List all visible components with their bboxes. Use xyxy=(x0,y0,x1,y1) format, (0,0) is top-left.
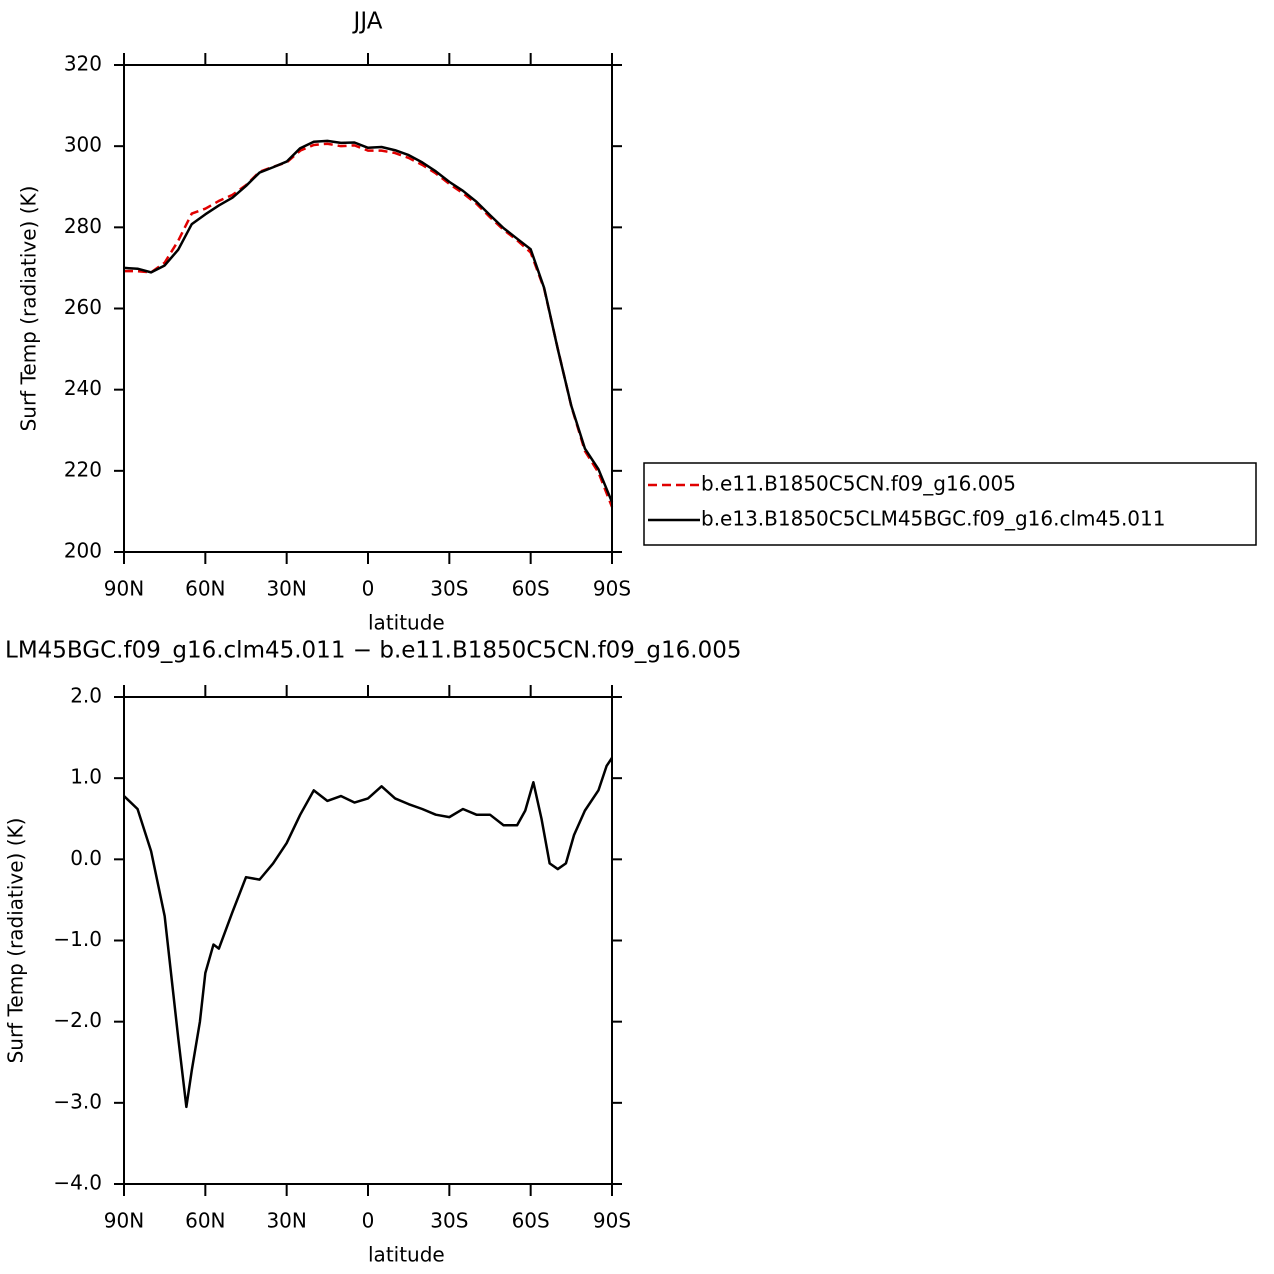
x-tick-label: 60S xyxy=(512,577,550,601)
y-tick-label: −1.0 xyxy=(53,927,102,951)
y-tick-label: 240 xyxy=(64,376,102,400)
y-tick-label: 0.0 xyxy=(70,846,102,870)
legend-label: b.e11.B1850C5CN.f09_g16.005 xyxy=(701,472,1016,496)
y-axis-label: Surf Temp (radiative) (K) xyxy=(4,818,28,1064)
data-line xyxy=(123,139,614,503)
x-tick-label: 60S xyxy=(512,1209,550,1233)
y-tick-label: −2.0 xyxy=(53,1008,102,1032)
x-tick-label: 30S xyxy=(430,1209,468,1233)
y-tick-label: 300 xyxy=(64,133,102,157)
x-tick-label: 60N xyxy=(185,1209,225,1233)
x-axis-label: latitude xyxy=(368,611,445,635)
y-tick-label: 2.0 xyxy=(70,684,102,708)
x-tick-label: 0 xyxy=(362,1209,375,1233)
x-tick-label: 0 xyxy=(362,577,375,601)
y-tick-label: 200 xyxy=(64,539,102,563)
x-tick-label: 90N xyxy=(104,577,144,601)
legend-label: b.e13.B1850C5CLM45BGC.f09_g16.clm45.011 xyxy=(701,507,1165,531)
x-tick-label: 30N xyxy=(266,1209,306,1233)
x-tick-label: 30S xyxy=(430,577,468,601)
y-tick-label: 260 xyxy=(64,295,102,319)
x-tick-label: 90N xyxy=(104,1209,144,1233)
legend-box xyxy=(643,462,1257,546)
chart-title: JJA xyxy=(352,9,383,35)
y-tick-label: 220 xyxy=(64,457,102,481)
y-tick-label: −3.0 xyxy=(53,1089,102,1113)
data-line xyxy=(123,757,614,1109)
x-tick-label: 90S xyxy=(593,577,631,601)
data-line xyxy=(124,142,614,508)
x-tick-label: 30N xyxy=(266,577,306,601)
y-tick-label: 320 xyxy=(64,52,102,76)
y-tick-label: −4.0 xyxy=(53,1171,102,1195)
x-tick-label: 60N xyxy=(185,577,225,601)
chart-title: LM45BGC.f09_g16.clm45.011 − b.e11.B1850C… xyxy=(5,638,742,664)
x-axis-label: latitude xyxy=(368,1243,445,1267)
y-tick-label: 280 xyxy=(64,214,102,238)
y-axis-label: Surf Temp (radiative) (K) xyxy=(17,186,41,432)
x-tick-label: 90S xyxy=(593,1209,631,1233)
plot-frame xyxy=(123,64,613,553)
plot-frame xyxy=(123,696,613,1185)
y-tick-label: 1.0 xyxy=(70,765,102,789)
